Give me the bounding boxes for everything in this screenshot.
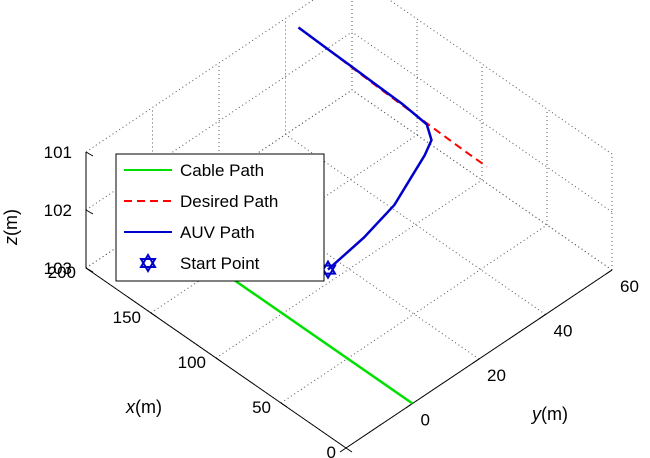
z-tick-label: 102 — [44, 201, 72, 220]
x-tick-mark — [150, 312, 158, 318]
legend-label-auv-path: AUV Path — [180, 223, 255, 242]
x-tick-label: 0 — [327, 443, 336, 458]
legend-label-start-point: Start Point — [180, 254, 260, 273]
series-auv-path — [297, 26, 433, 271]
tick-labels: 0 50 100 150 200 −20 0 20 40 60 101 102 103 — [44, 143, 639, 458]
x-tick-mark — [280, 402, 288, 408]
x-tick-label: 50 — [252, 398, 271, 417]
grid-line-floor-y — [285, 134, 546, 315]
z-tick-mark — [85, 209, 94, 215]
grid-line-wally-z — [388, 0, 613, 155]
grid-line-wallx-z — [85, 31, 353, 211]
grid-line-wally-z — [351, 89, 613, 271]
x-tick-label: 100 — [178, 353, 206, 372]
x-axis-label: x(m) — [125, 397, 162, 417]
grid-line-floor-x — [280, 224, 548, 404]
axes-box — [85, 151, 613, 453]
z-tick-mark — [85, 267, 94, 273]
legend-swatch-start-point — [139, 253, 157, 273]
y-tick-mark — [472, 358, 480, 364]
x-tick-mark — [345, 447, 353, 453]
y-tick-mark — [539, 314, 546, 319]
x-tick-mark — [215, 357, 223, 363]
y-tick-label: 60 — [620, 277, 639, 296]
z-axis-label: z(m) — [1, 209, 21, 246]
grid-line-wallx-z — [85, 0, 315, 153]
y-tick-label: 0 — [421, 411, 430, 430]
grid-line-floor-x — [215, 179, 483, 359]
y-tick-label: 40 — [554, 322, 573, 341]
x-tick-label: 200 — [48, 263, 76, 282]
y-tick-label: −20 — [354, 455, 383, 458]
x-tick-label: 150 — [113, 308, 141, 327]
y-tick-mark — [605, 269, 613, 275]
grid-line-wally-z — [351, 31, 613, 213]
legend: Cable Path Desired Path AUV Path Start P… — [115, 153, 325, 282]
legend-label-desired-path: Desired Path — [180, 192, 278, 211]
z-tick-label: 103 — [44, 259, 72, 278]
y-tick-mark — [339, 447, 347, 453]
z-tick-mark — [85, 151, 94, 157]
z-tick-label: 101 — [44, 143, 72, 162]
y-tick-label: 20 — [487, 366, 506, 385]
y-axis-label: y(m) — [530, 404, 568, 424]
legend-label-cable-path: Cable Path — [180, 161, 264, 180]
grid-line-floor-y — [218, 178, 480, 360]
